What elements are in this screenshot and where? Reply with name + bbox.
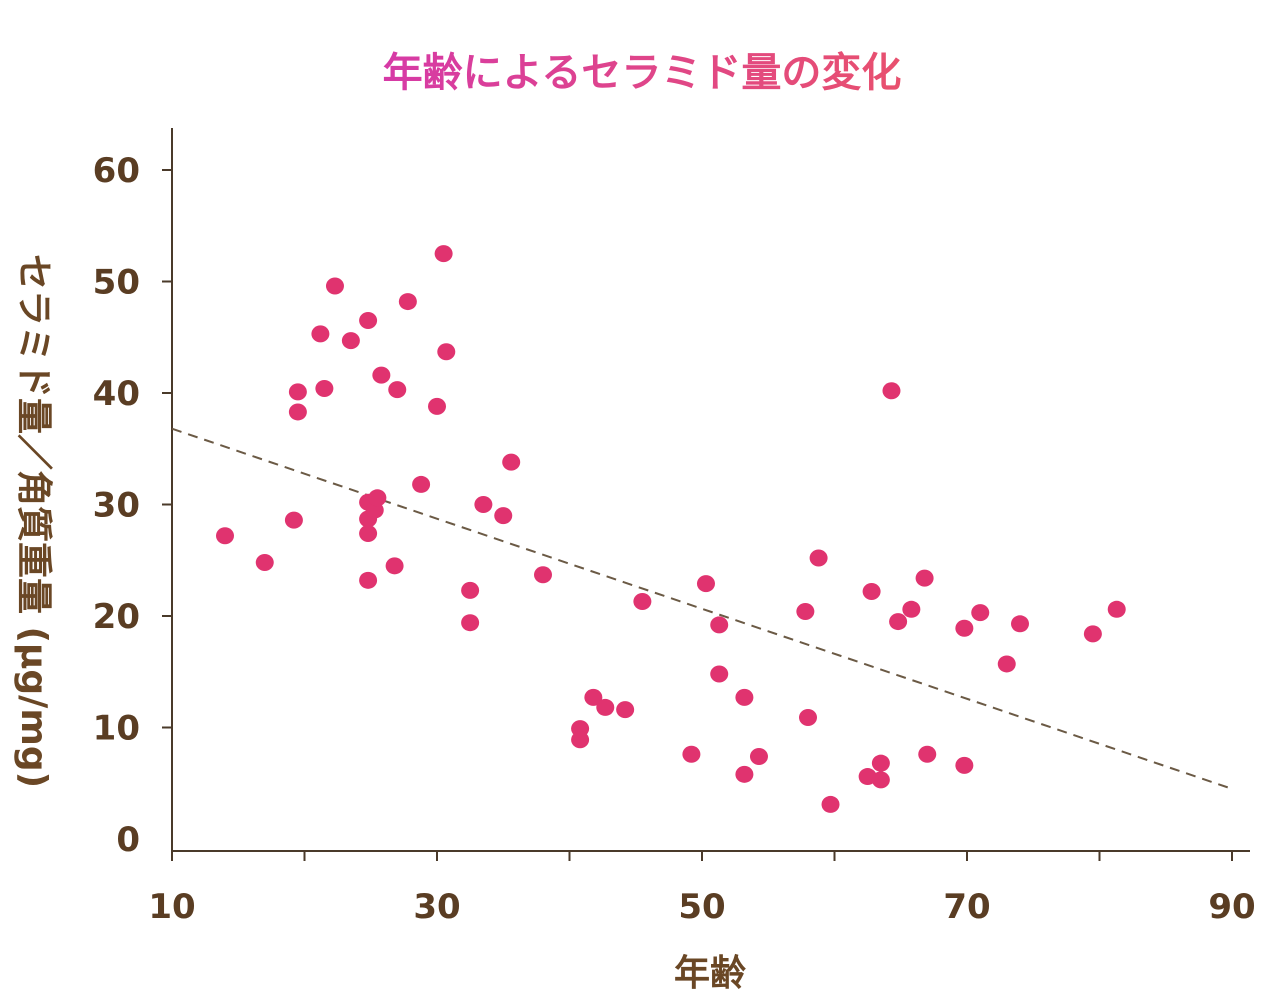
data-point: [341, 332, 360, 350]
y-tick-label: 0: [116, 820, 140, 860]
data-point: [799, 708, 817, 726]
data-point: [696, 575, 715, 593]
data-point: [368, 489, 387, 507]
data-point: [372, 366, 391, 384]
y-axis-title: セラミド量／角質重量 (μg/mg): [13, 254, 54, 788]
data-point: [398, 293, 417, 311]
y-tick-label: 30: [93, 486, 140, 526]
x-tick-label: 70: [943, 887, 990, 927]
y-tick-label: 50: [93, 263, 140, 303]
data-point: [902, 600, 921, 618]
chart-title: 年齢によるセラミド量の変化: [383, 50, 902, 96]
data-point: [971, 604, 990, 622]
data-point: [288, 403, 307, 421]
data-point: [682, 745, 701, 763]
data-point: [571, 731, 590, 749]
x-axis-title: 年齢: [674, 953, 746, 994]
data-point: [474, 496, 493, 513]
data-point: [359, 524, 378, 542]
data-points: [216, 245, 1126, 813]
data-point: [749, 747, 768, 765]
data-point: [461, 614, 480, 632]
axes: [171, 128, 1250, 852]
data-point: [255, 553, 274, 571]
data-point: [284, 511, 303, 529]
data-point: [862, 582, 881, 600]
y-tick-label: 60: [93, 151, 140, 191]
data-point: [735, 688, 754, 706]
data-point: [1011, 615, 1029, 633]
data-point: [412, 475, 431, 493]
data-point: [388, 381, 407, 399]
data-point: [710, 616, 729, 634]
x-ticks: 10 30 50 70 90: [148, 851, 1256, 927]
data-point: [889, 613, 908, 631]
data-point: [955, 619, 974, 637]
data-point: [821, 795, 840, 813]
data-point: [359, 571, 378, 589]
data-point: [216, 527, 234, 545]
data-point: [955, 756, 974, 774]
x-tick-label: 50: [678, 887, 725, 927]
data-point: [871, 771, 890, 789]
x-tick-label: 90: [1208, 887, 1255, 927]
data-point: [325, 277, 344, 295]
y-tick-label: 40: [93, 374, 140, 414]
data-point: [871, 754, 890, 772]
x-tick-label: 30: [413, 887, 460, 927]
data-point: [915, 569, 934, 587]
data-point: [288, 383, 307, 401]
y-tick-label: 20: [93, 597, 140, 637]
data-point: [735, 765, 754, 783]
data-point: [809, 549, 828, 567]
data-point: [502, 453, 521, 471]
data-point: [584, 688, 603, 706]
data-point: [616, 701, 635, 719]
data-point: [385, 557, 404, 575]
data-point: [315, 380, 334, 398]
data-point: [359, 312, 378, 330]
data-point: [710, 665, 729, 683]
data-point: [534, 566, 552, 584]
data-point: [882, 382, 901, 400]
data-point: [494, 507, 513, 525]
data-point: [596, 698, 615, 716]
data-point: [437, 343, 456, 361]
data-point: [918, 745, 937, 763]
trend-line: [171, 427, 1233, 790]
data-point: [434, 245, 453, 263]
y-tick-label: 10: [93, 709, 140, 749]
data-point: [997, 655, 1016, 673]
data-point: [461, 581, 480, 599]
x-tick-label: 10: [148, 887, 195, 927]
data-point: [633, 593, 652, 611]
data-point: [311, 325, 330, 343]
data-point: [1083, 625, 1102, 643]
y-ticks: 0 10 20 30 40 50 60: [93, 151, 172, 860]
data-point: [796, 603, 815, 621]
data-point: [1107, 600, 1126, 618]
data-point: [428, 397, 446, 415]
